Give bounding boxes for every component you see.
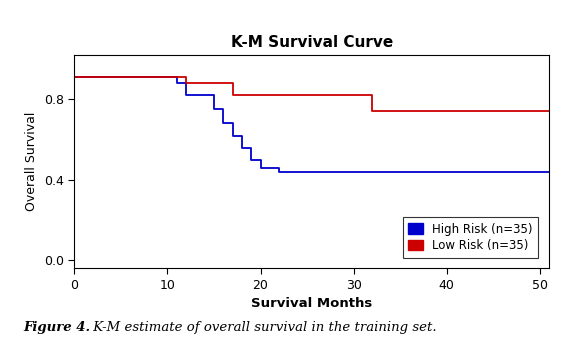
Text: Figure 4.: Figure 4. xyxy=(23,321,90,334)
Text: K-M estimate of overall survival in the training set.: K-M estimate of overall survival in the … xyxy=(89,321,436,334)
Y-axis label: Overall Survival: Overall Survival xyxy=(25,112,38,211)
Legend: High Risk (n=35), Low Risk (n=35): High Risk (n=35), Low Risk (n=35) xyxy=(403,217,538,258)
X-axis label: Survival Months: Survival Months xyxy=(251,297,372,310)
Title: K-M Survival Curve: K-M Survival Curve xyxy=(231,35,393,50)
